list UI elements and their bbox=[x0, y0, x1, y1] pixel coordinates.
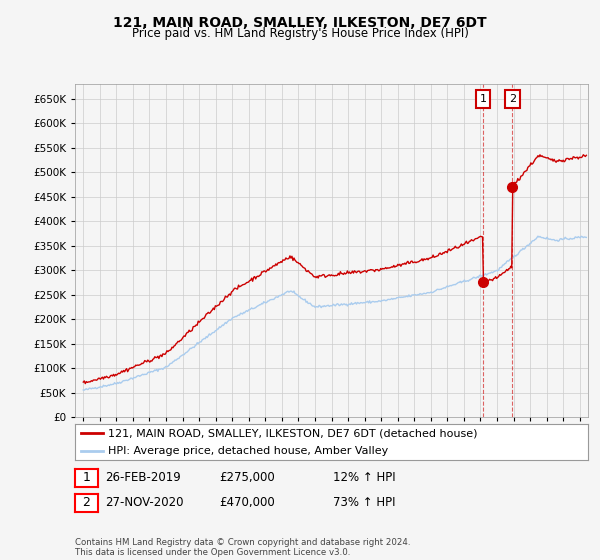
Text: 121, MAIN ROAD, SMALLEY, ILKESTON, DE7 6DT (detached house): 121, MAIN ROAD, SMALLEY, ILKESTON, DE7 6… bbox=[109, 428, 478, 438]
Text: HPI: Average price, detached house, Amber Valley: HPI: Average price, detached house, Ambe… bbox=[109, 446, 389, 456]
Text: Price paid vs. HM Land Registry's House Price Index (HPI): Price paid vs. HM Land Registry's House … bbox=[131, 27, 469, 40]
Text: 121, MAIN ROAD, SMALLEY, ILKESTON, DE7 6DT: 121, MAIN ROAD, SMALLEY, ILKESTON, DE7 6… bbox=[113, 16, 487, 30]
Text: £275,000: £275,000 bbox=[219, 470, 275, 484]
Text: 2: 2 bbox=[509, 94, 516, 104]
Text: £470,000: £470,000 bbox=[219, 496, 275, 509]
Text: 1: 1 bbox=[479, 94, 487, 104]
Text: 12% ↑ HPI: 12% ↑ HPI bbox=[333, 470, 395, 484]
Text: 1: 1 bbox=[82, 471, 91, 484]
Text: Contains HM Land Registry data © Crown copyright and database right 2024.
This d: Contains HM Land Registry data © Crown c… bbox=[75, 538, 410, 557]
Text: 2: 2 bbox=[82, 496, 91, 510]
Text: 26-FEB-2019: 26-FEB-2019 bbox=[105, 470, 181, 484]
Text: 27-NOV-2020: 27-NOV-2020 bbox=[105, 496, 184, 509]
Text: 73% ↑ HPI: 73% ↑ HPI bbox=[333, 496, 395, 509]
